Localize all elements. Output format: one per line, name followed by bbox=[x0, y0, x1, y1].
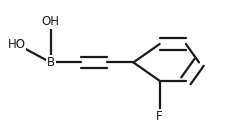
Text: B: B bbox=[46, 56, 55, 69]
Text: HO: HO bbox=[8, 38, 25, 51]
Text: F: F bbox=[156, 110, 162, 123]
Text: OH: OH bbox=[41, 15, 59, 28]
